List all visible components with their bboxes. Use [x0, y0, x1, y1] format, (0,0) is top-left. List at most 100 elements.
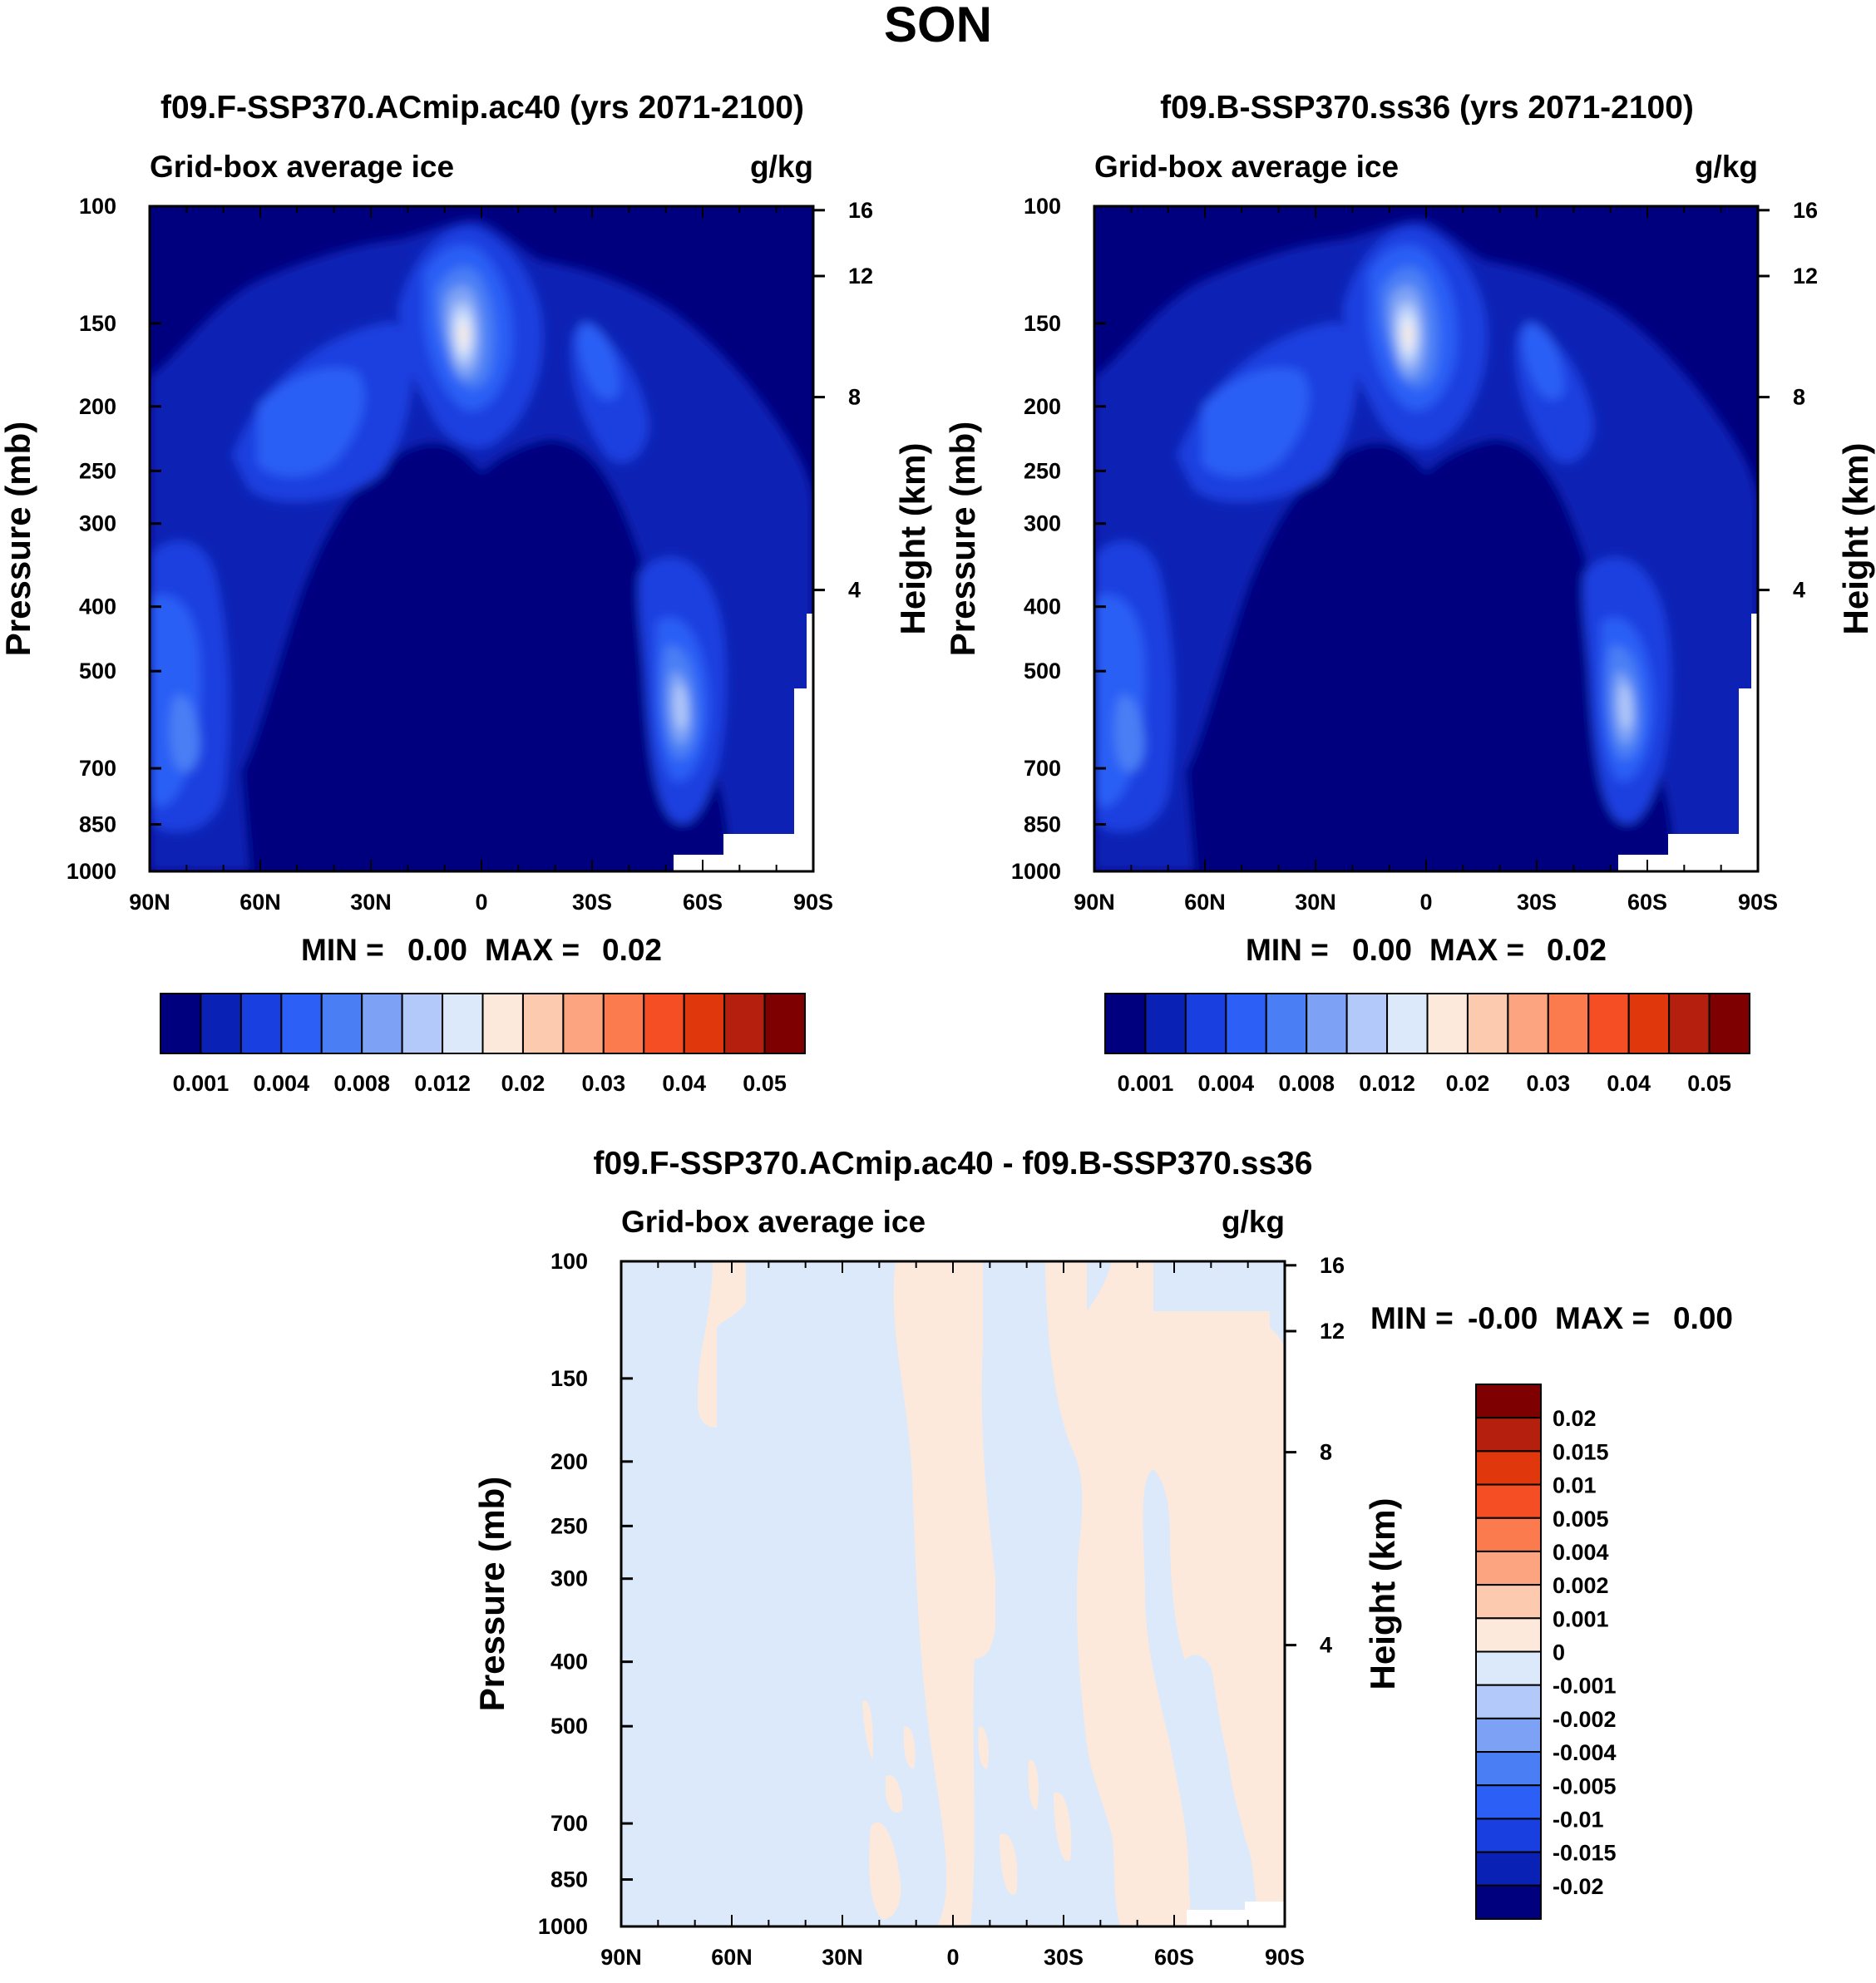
- colorbar-label: 0: [1553, 1640, 1565, 1665]
- y-tick-label: 500: [1024, 659, 1061, 683]
- y-tick-label: 500: [79, 659, 116, 683]
- panel-right-min-value: 0.00: [1352, 933, 1412, 967]
- colorbar-swatch: [280, 993, 323, 1054]
- x-tick-label: 90N: [1074, 890, 1115, 915]
- colorbar-label: 0.05: [743, 1071, 787, 1096]
- colorbar-label: 0.001: [173, 1071, 230, 1096]
- panel-right: f09.B-SSP370.ss36 (yrs 2071-2100) Grid-b…: [943, 90, 1875, 1096]
- y-tick-label: 700: [79, 756, 116, 781]
- x-tick-label: 60N: [239, 890, 281, 915]
- colorbar-label: 0.05: [1687, 1071, 1731, 1096]
- colorbar-label: -0.002: [1553, 1707, 1617, 1732]
- colorbar-swatch: [1668, 993, 1711, 1054]
- colorbar-label: 0.02: [1446, 1071, 1490, 1096]
- x-tick-label: 60S: [1627, 890, 1667, 915]
- panel-right-max-value: 0.02: [1547, 933, 1607, 967]
- panel-diff-colorbar: 0.02 0.015 0.01 0.005 0.004 0.002 0.001 0 -0.001…: [1475, 1384, 1617, 1920]
- colorbar-swatch: [1475, 1417, 1542, 1453]
- y-tick-label: 400: [1024, 594, 1061, 619]
- y-tick-label: 400: [79, 594, 116, 619]
- panel-left-stats: MIN = 0.00 MAX = 0.02: [301, 933, 662, 967]
- x-tick-label: 0: [1419, 890, 1432, 915]
- colorbar-swatch: [1475, 1384, 1542, 1419]
- colorbar-swatch: [1306, 993, 1348, 1054]
- colorbar-label: -0.01: [1553, 1807, 1604, 1832]
- y-tick-label: 100: [550, 1249, 588, 1274]
- colorbar-label: 0.005: [1553, 1507, 1609, 1532]
- colorbar-swatch: [160, 993, 202, 1054]
- panel-diff-stats: MIN = -0.00 MAX = 0.00: [1370, 1301, 1733, 1335]
- x-tick-label: 30S: [1044, 1945, 1084, 1970]
- colorbar-label: 0.04: [662, 1071, 706, 1096]
- colorbar-label: 0.002: [1553, 1573, 1609, 1598]
- colorbar-swatch: [442, 993, 484, 1054]
- colorbar-label: 0.012: [1359, 1071, 1415, 1096]
- y-tick-label: 250: [79, 458, 116, 483]
- colorbar-label: 0.02: [1553, 1406, 1597, 1431]
- colorbar-label: 0.004: [254, 1071, 310, 1096]
- colorbar-swatch: [1426, 993, 1469, 1054]
- x-tick-label: 90N: [129, 890, 170, 915]
- colorbar-swatch: [1475, 1884, 1542, 1920]
- y-tick-label: 850: [550, 1867, 588, 1892]
- panel-diff-y-axis: 100 150 200 250 300 400 500 700 850 1000: [538, 1249, 633, 1939]
- y-tick-label: 700: [1024, 756, 1061, 781]
- panel-left-max-label: MAX =: [485, 933, 580, 967]
- colorbar-label: -0.001: [1553, 1674, 1617, 1699]
- x-tick-label: 30S: [1517, 890, 1557, 915]
- panel-diff-min-label: MIN =: [1370, 1301, 1454, 1335]
- height-tick-label: 4: [1793, 578, 1805, 603]
- height-tick-label: 16: [1793, 198, 1818, 223]
- colorbar-swatch: [1627, 993, 1671, 1054]
- height-tick-label: 8: [848, 385, 861, 410]
- y-tick-label: 250: [550, 1513, 588, 1538]
- panel-left-title: f09.F-SSP370.ACmip.ac40 (yrs 2071-2100): [160, 90, 804, 126]
- y-tick-label: 300: [1024, 511, 1061, 536]
- panel-diff-variable: Grid-box average ice: [621, 1205, 926, 1239]
- colorbar-label: 0.004: [1198, 1071, 1255, 1096]
- colorbar-swatch: [1386, 993, 1429, 1054]
- colorbar-swatch: [361, 993, 403, 1054]
- panel-left-x-axis: 90N 60N 30N 0 30S 60S 90S: [129, 206, 833, 915]
- y-tick-label: 250: [1024, 458, 1061, 483]
- colorbar-label: 0.008: [333, 1071, 390, 1096]
- colorbar-swatch: [1475, 1517, 1542, 1552]
- y-tick-label: 100: [79, 194, 116, 219]
- height-tick-label: 12: [1320, 1319, 1345, 1344]
- height-tick-label: 12: [848, 264, 873, 289]
- y-tick-label: 700: [550, 1811, 588, 1836]
- colorbar-label: 0.008: [1278, 1071, 1335, 1096]
- height-tick-label: 4: [848, 578, 861, 603]
- height-tick-label: 4: [1320, 1633, 1332, 1658]
- panel-left-min-value: 0.00: [407, 933, 467, 967]
- colorbar-swatch: [521, 993, 565, 1054]
- y-tick-label: 150: [79, 311, 116, 336]
- panel-diff-height-axis: 16 12 8 4: [1285, 1253, 1345, 1658]
- panel-diff-ylabel: Pressure (mb): [472, 1477, 511, 1711]
- colorbar-label: 0.01: [1553, 1473, 1597, 1498]
- colorbar-swatch: [1466, 993, 1509, 1054]
- y-tick-label: 300: [79, 511, 116, 536]
- colorbar-swatch: [1265, 993, 1308, 1054]
- x-tick-label: 60N: [711, 1945, 753, 1970]
- y-tick-label: 100: [1024, 194, 1061, 219]
- colorbar-swatch: [239, 993, 283, 1054]
- colorbar-swatch: [200, 993, 242, 1054]
- colorbar-swatch: [1475, 1784, 1542, 1820]
- colorbar-label: 0.02: [501, 1071, 546, 1096]
- x-tick-label: 90S: [793, 890, 833, 915]
- colorbar-swatch: [1507, 993, 1549, 1054]
- panel-diff-units: g/kg: [1222, 1205, 1285, 1239]
- y-tick-label: 200: [79, 394, 116, 419]
- panel-left-y-axis: 100 150 200 250 300 400 500 700 850 1000: [67, 194, 161, 884]
- colorbar-swatch: [1475, 1751, 1542, 1787]
- colorbar-swatch: [1547, 993, 1590, 1054]
- colorbar-swatch: [1475, 1450, 1542, 1486]
- panel-left-ylabel-right: Height (km): [893, 443, 932, 635]
- y-tick-label: 1000: [538, 1914, 588, 1939]
- x-tick-label: 60S: [683, 890, 723, 915]
- panel-right-title: f09.B-SSP370.ss36 (yrs 2071-2100): [1160, 90, 1694, 126]
- colorbar-swatch: [1475, 1584, 1542, 1620]
- y-tick-label: 200: [550, 1449, 588, 1474]
- x-tick-label: 90S: [1738, 890, 1778, 915]
